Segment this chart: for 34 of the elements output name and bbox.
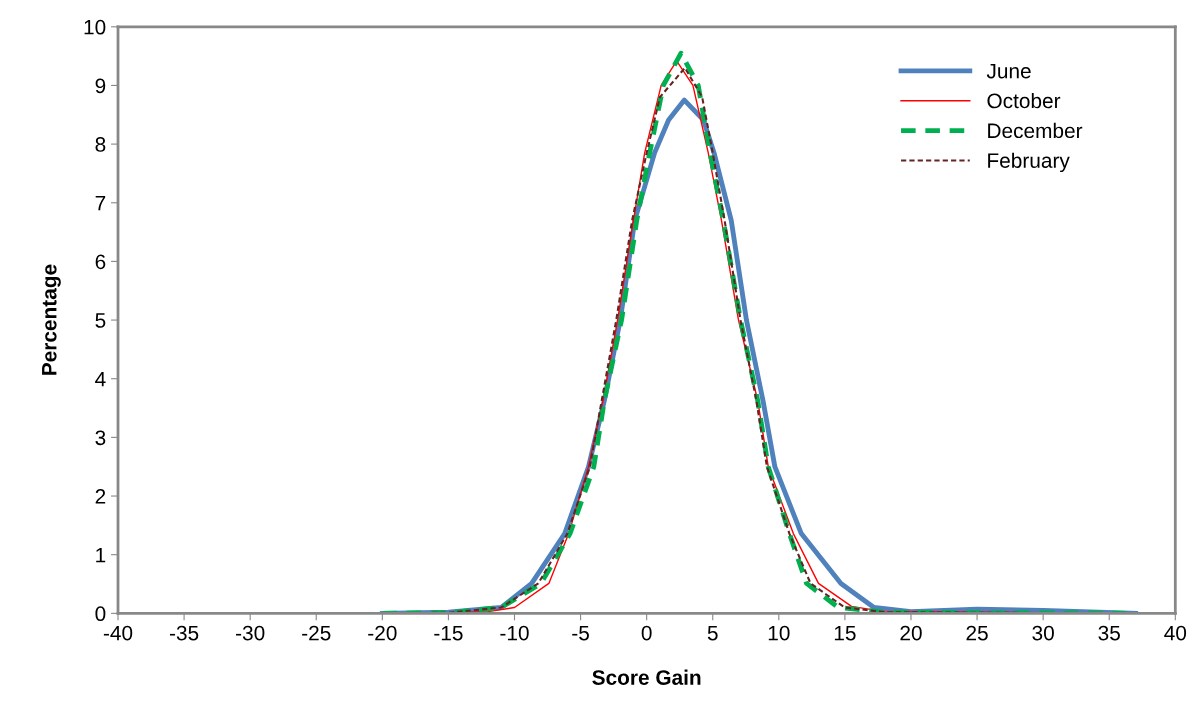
x-tick-label: -40 bbox=[103, 625, 133, 641]
y-tick-label: 9 bbox=[95, 78, 106, 94]
x-tick-label: -25 bbox=[302, 625, 331, 641]
x-tick-label: 5 bbox=[707, 625, 718, 641]
y-tick-label: 4 bbox=[95, 371, 106, 387]
y-tick-label: 5 bbox=[95, 313, 106, 328]
legend-label: December bbox=[988, 122, 1083, 139]
legend-label: October bbox=[987, 92, 1061, 109]
y-tick-label: 8 bbox=[95, 137, 106, 152]
x-tick-label: 15 bbox=[834, 625, 856, 641]
x-tick-label: -5 bbox=[572, 625, 589, 641]
y-tick-label: 0 bbox=[95, 606, 106, 622]
y-tick-label: 2 bbox=[95, 489, 106, 504]
x-tick-label: -35 bbox=[169, 625, 199, 641]
y-tick-label: 7 bbox=[95, 195, 106, 211]
y-tick-label: 3 bbox=[95, 430, 106, 446]
y-tick-label: 6 bbox=[95, 254, 106, 270]
x-tick-label: 10 bbox=[768, 625, 790, 641]
y-axis-title: Percentage bbox=[42, 264, 61, 375]
x-tick-label: 40 bbox=[1164, 625, 1187, 641]
y-tick-label: 1 bbox=[96, 547, 106, 563]
x-tick-label: 20 bbox=[900, 625, 922, 641]
legend-label: June bbox=[986, 63, 1031, 79]
y-tick-label: 10 bbox=[84, 19, 106, 35]
x-axis-title: Score Gain bbox=[592, 669, 701, 685]
x-tick-label: 0 bbox=[641, 625, 652, 641]
x-tick-label: -30 bbox=[236, 625, 265, 641]
x-tick-label: -10 bbox=[500, 625, 529, 641]
x-tick-label: 35 bbox=[1098, 625, 1120, 641]
x-tick-label: -20 bbox=[368, 625, 397, 641]
x-tick-label: -15 bbox=[434, 625, 463, 641]
x-tick-label: 25 bbox=[966, 625, 988, 641]
legend-label: February bbox=[988, 152, 1070, 173]
x-tick-label: 30 bbox=[1032, 625, 1054, 641]
